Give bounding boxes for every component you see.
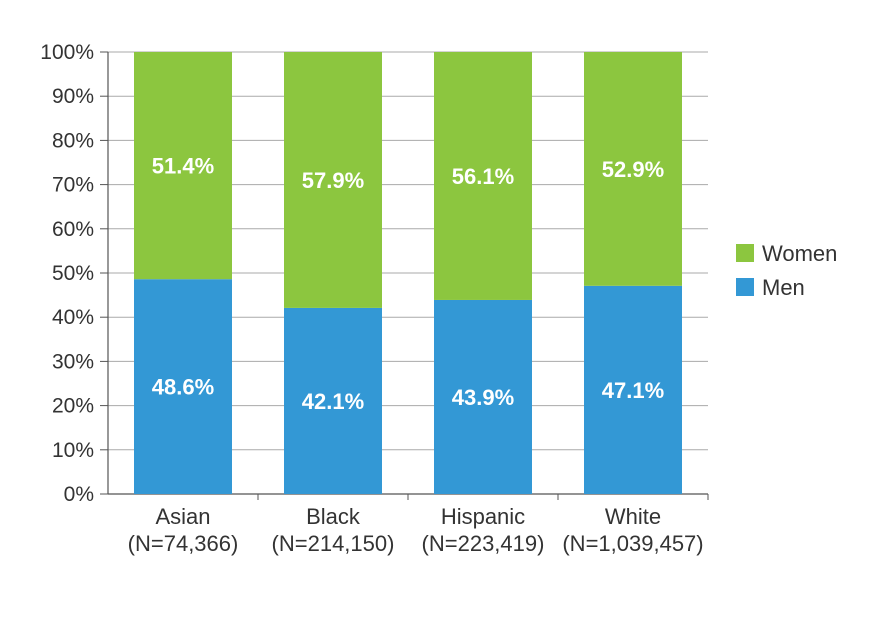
data-label: 51.4% [152, 154, 214, 179]
x-category-sublabel: (N=1,039,457) [562, 531, 703, 556]
y-tick-label: 40% [52, 306, 94, 329]
y-tick-label: 100% [40, 41, 94, 64]
legend-label: Women [762, 241, 837, 266]
bar-segment-women [584, 52, 682, 286]
data-label: 52.9% [602, 157, 664, 182]
legend-label: Men [762, 275, 805, 300]
bar-segment-women [134, 52, 232, 280]
data-label: 47.1% [602, 378, 664, 403]
data-label: 57.9% [302, 168, 364, 193]
bar-segment-men [134, 279, 232, 494]
legend-swatch-women [736, 244, 754, 262]
y-tick-label: 10% [52, 439, 94, 462]
y-tick-label: 70% [52, 174, 94, 197]
bar-segment-women [434, 52, 532, 300]
bar-segment-men [434, 299, 532, 494]
y-tick-label: 30% [52, 350, 94, 373]
y-tick-label: 20% [52, 395, 94, 418]
y-tick-label: 0% [64, 483, 94, 506]
y-tick-label: 90% [52, 85, 94, 108]
data-label: 43.9% [452, 385, 514, 410]
data-label: 48.6% [152, 375, 214, 400]
data-label: 56.1% [452, 164, 514, 189]
legend-swatch-men [736, 278, 754, 296]
x-category-sublabel: (N=214,150) [272, 531, 395, 556]
bar-segment-men [584, 285, 682, 494]
data-label: 42.1% [302, 389, 364, 414]
y-tick-label: 50% [52, 262, 94, 285]
bar-segment-men [284, 307, 382, 494]
y-tick-label: 80% [52, 129, 94, 152]
x-category-label: Asian [155, 504, 210, 529]
x-category-sublabel: (N=223,419) [422, 531, 545, 556]
x-category-label: White [605, 504, 661, 529]
x-category-sublabel: (N=74,366) [128, 531, 239, 556]
bar-segment-women [284, 52, 382, 308]
y-tick-label: 60% [52, 218, 94, 241]
x-category-label: Black [306, 504, 361, 529]
x-category-label: Hispanic [441, 504, 525, 529]
